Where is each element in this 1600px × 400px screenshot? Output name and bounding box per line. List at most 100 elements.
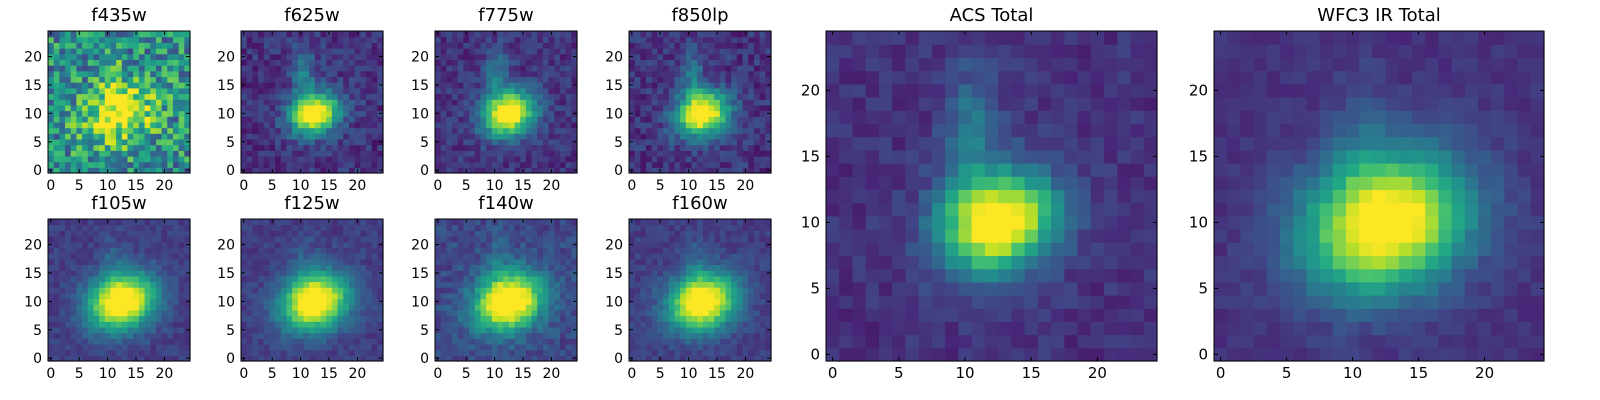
pixel-cell xyxy=(343,349,350,356)
x-tick-label: 15 xyxy=(514,178,532,194)
pixel-cell xyxy=(559,155,567,163)
pixel-cell xyxy=(708,93,715,100)
pixel-cell xyxy=(435,155,442,163)
pixel-cell xyxy=(263,48,270,55)
pixel-cell xyxy=(646,116,653,123)
pixel-cell xyxy=(651,104,658,112)
pixel-cell xyxy=(702,304,710,311)
pixel-cell xyxy=(303,298,310,305)
pixel-cell xyxy=(258,155,265,163)
pixel-cell xyxy=(155,42,163,49)
pixel-cell xyxy=(508,321,516,328)
pixel-cell xyxy=(297,332,305,339)
pixel-cell xyxy=(99,219,106,226)
pixel-cell xyxy=(759,70,766,78)
pixel-cell xyxy=(246,298,253,305)
pixel-cell xyxy=(565,110,572,117)
pixel-cell xyxy=(554,150,561,157)
pixel-cell xyxy=(452,104,459,112)
pixel-cell xyxy=(525,253,533,260)
pixel-cell xyxy=(474,298,482,305)
pixel-cell xyxy=(48,275,55,283)
pixel-cell xyxy=(469,167,476,174)
pixel-cell xyxy=(87,258,95,266)
pixel-cell xyxy=(474,332,482,339)
panel-f140w: f140w 0 5 10 15 20 0 5 10 15 20 xyxy=(411,193,578,382)
y-tick-label: 5 xyxy=(614,135,623,151)
pixel-cell xyxy=(469,236,476,243)
pixel-cell xyxy=(172,298,180,305)
pixel-cell xyxy=(440,326,447,334)
pixel-cell xyxy=(680,355,687,362)
pixel-cell xyxy=(691,326,698,334)
pixel-cell xyxy=(65,326,72,334)
pixel-cell xyxy=(548,292,555,300)
pixel-cell xyxy=(508,264,516,271)
pixel-cell xyxy=(53,219,60,226)
pixel-cell xyxy=(463,82,470,89)
pixel-cell xyxy=(736,287,744,294)
pixel-cell xyxy=(542,332,550,339)
pixel-cell xyxy=(474,155,482,163)
pixel-cell xyxy=(463,349,470,356)
pixel-cell xyxy=(354,321,361,328)
pixel-cell xyxy=(486,349,493,356)
pixel-cell xyxy=(748,31,755,38)
pixel-cell xyxy=(110,161,117,168)
pixel-cell xyxy=(542,70,550,78)
pixel-cell xyxy=(121,292,129,300)
pixel-cell xyxy=(365,224,373,231)
pixel-cell xyxy=(280,65,288,72)
pixel-cell xyxy=(531,258,538,266)
pixel-cell xyxy=(275,275,282,283)
pixel-cell xyxy=(725,70,732,78)
pixel-cell xyxy=(753,287,761,294)
pixel-cell xyxy=(446,70,453,78)
pixel-cell xyxy=(765,161,772,168)
pixel-cell xyxy=(571,338,578,345)
pixel-cell xyxy=(343,104,350,112)
pixel-cell xyxy=(133,298,140,305)
pixel-cell xyxy=(314,343,322,351)
pixel-cell xyxy=(571,236,578,243)
pixel-cell xyxy=(486,42,493,49)
panel-title: f435w xyxy=(91,5,147,26)
pixel-cell xyxy=(150,116,157,123)
pixel-cell xyxy=(480,326,487,334)
pixel-cell xyxy=(537,241,544,248)
pixel-cell xyxy=(348,65,356,72)
pixel-cell xyxy=(663,349,670,356)
pixel-cell xyxy=(446,258,453,266)
pixel-cell xyxy=(537,87,544,95)
pixel-cell xyxy=(110,281,117,288)
pixel-cell xyxy=(742,36,749,43)
pixel-cell xyxy=(759,99,766,106)
pixel-cell xyxy=(742,275,749,283)
panel-title: f625w xyxy=(284,5,340,26)
pixel-cell xyxy=(663,343,670,351)
pixel-cell xyxy=(343,167,350,174)
pixel-cell xyxy=(53,321,60,328)
pixel-cell xyxy=(725,155,732,163)
pixel-cell xyxy=(93,110,100,117)
pixel-cell xyxy=(337,127,344,134)
pixel-cell xyxy=(241,292,248,300)
pixel-cell xyxy=(691,70,698,78)
pixel-cell xyxy=(303,241,310,248)
pixel-cell xyxy=(554,304,561,311)
pixel-cell xyxy=(657,59,664,66)
pixel-cell xyxy=(99,110,106,117)
pixel-cell xyxy=(99,155,106,163)
pixel-cell xyxy=(70,144,77,151)
pixel-cell xyxy=(314,70,322,78)
pixel-cell xyxy=(104,321,112,328)
pixel-cell xyxy=(292,287,299,294)
pixel-cell xyxy=(753,121,761,129)
pixel-cell xyxy=(133,236,140,243)
pixel-cell xyxy=(133,36,140,43)
pixel-cell xyxy=(360,144,367,151)
pixel-cell xyxy=(629,343,636,351)
pixel-cell xyxy=(53,36,60,43)
pixel-cell xyxy=(343,270,350,277)
pixel-cell xyxy=(371,133,378,140)
